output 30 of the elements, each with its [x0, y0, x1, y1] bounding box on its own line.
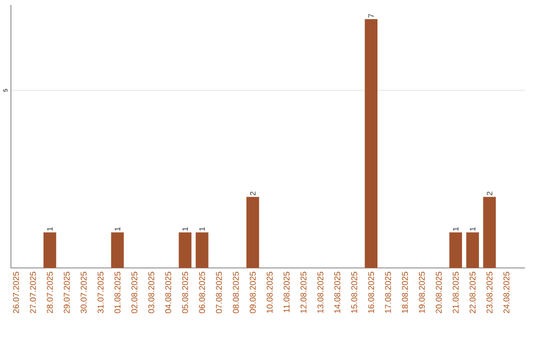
x-tick-label: 18.08.2025: [402, 272, 408, 313]
x-tick-label: 08.08.2025: [232, 272, 239, 313]
x-tick-label: 28.07.2025: [46, 272, 53, 313]
x-tick-label: 16.08.2025: [368, 272, 374, 313]
x-tick-label: 02.08.2025: [131, 272, 138, 313]
x-tick-label: 07.08.2025: [216, 272, 222, 313]
x-tick-label: 20.08.2025: [436, 272, 442, 313]
x-tick-label: 12.08.2025: [300, 272, 306, 313]
x-tick-label: 31.07.2025: [98, 272, 104, 313]
x-tick-label: 13.08.2025: [317, 272, 324, 313]
x-tick-label: 03.08.2025: [148, 272, 154, 313]
x-tick-label: 26.07.2025: [13, 272, 19, 313]
x-tick-label: 23.08.2025: [486, 272, 492, 313]
x-tick-label: 29.07.2025: [64, 272, 70, 313]
x-tick-label: 10.08.2025: [266, 272, 273, 313]
x-tick-label: 05.08.2025: [182, 272, 188, 313]
x-tick-label: 22.08.2025: [470, 272, 476, 313]
x-tick-label: 06.08.2025: [199, 272, 205, 313]
x-tick-label: 17.08.2025: [385, 272, 392, 313]
x-tick-label: 21.08.2025: [452, 272, 459, 313]
x-tick-label: 30.07.2025: [80, 272, 87, 313]
x-tick-label: 19.08.2025: [418, 272, 425, 313]
x-tick-label: 14.08.2025: [334, 272, 340, 313]
x-tick-label: 15.08.2025: [351, 272, 358, 313]
x-tick-label: 09.08.2025: [250, 272, 256, 313]
x-tick-label: 27.07.2025: [30, 272, 36, 313]
x-tick-label: 24.08.2025: [503, 272, 510, 313]
x-tick-label: 01.08.2025: [114, 272, 120, 313]
x-tick-label: 11.08.2025: [284, 272, 290, 312]
x-tick-label: 04.08.2025: [165, 272, 172, 313]
